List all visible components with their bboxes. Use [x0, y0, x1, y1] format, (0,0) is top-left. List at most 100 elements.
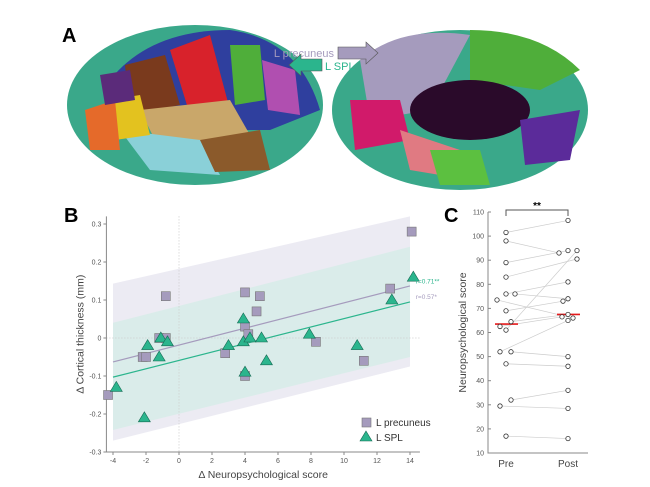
y-tick-label: 0.2: [92, 260, 102, 267]
post-point: [560, 298, 566, 304]
post-point: [565, 387, 571, 393]
y-tick-label: 80: [476, 282, 484, 289]
spl-point: [137, 411, 151, 423]
x-tick-label: 2: [210, 458, 214, 465]
y-tick-label: 40: [476, 378, 484, 385]
y-tick-label: 110: [473, 210, 484, 217]
arrow-precuneus: L precuneus: [274, 41, 379, 65]
arrow-spl: L SPL: [288, 53, 355, 77]
post-point: [565, 217, 571, 224]
y-tick-label: -0.3: [89, 450, 101, 457]
pre-point: [497, 323, 503, 330]
pair-line: [505, 250, 578, 331]
pre-point: [512, 291, 518, 297]
y-tick-label: 90: [476, 258, 484, 265]
x-category-pre: Pre: [498, 459, 514, 470]
y-axis-label: Neuropsychological score: [457, 272, 469, 392]
pair-line: [505, 220, 569, 233]
pair-line: [505, 435, 569, 439]
spl-point: [385, 293, 399, 305]
spl-point: [254, 331, 269, 343]
post-point: [565, 311, 571, 318]
x-tick-label: -4: [110, 458, 116, 465]
y-tick-label: 100: [472, 234, 484, 241]
precuneus-point: [141, 352, 151, 362]
spl-point: [350, 339, 364, 350]
pair-line: [499, 405, 569, 409]
spl-point: [109, 380, 123, 392]
paired-chart: 10 20 30 40 50 60 70 80 90 100 110 Neuropsychologic…: [457, 201, 588, 470]
label-spl: L SPL: [325, 61, 355, 73]
spl-point: [152, 350, 166, 362]
significance-bracket: [505, 209, 569, 216]
precuneus-point: [161, 291, 171, 302]
pre-point: [503, 327, 509, 333]
post-point: [556, 250, 562, 256]
pre-point: [497, 349, 503, 355]
panel-label-c: C: [444, 205, 458, 227]
y-tick-label: 0: [97, 336, 101, 343]
r-annotation-precuneus: r=0.57*: [416, 294, 438, 301]
y-axis-label: Δ Cortical thickness (mm): [74, 275, 86, 394]
spl-point: [406, 270, 420, 282]
spl-point: [238, 365, 252, 377]
scatter-chart: -4 -2 0 2 4 6 8 10 12 14 -0.3 -0.2 -0.1 0 0.1 0.2 0.3 Δ N…: [74, 216, 440, 481]
precuneus-point: [255, 291, 265, 302]
legend-marker-spl: [359, 430, 373, 442]
legend-label-spl: L SPL: [376, 433, 403, 444]
spl-point: [243, 331, 257, 343]
pair-line: [505, 258, 578, 278]
post-point: [565, 317, 571, 324]
x-tick-label: 4: [243, 458, 247, 465]
panel-label-a: A: [62, 25, 76, 47]
pair-line: [510, 314, 569, 323]
significance-label: **: [533, 201, 541, 212]
post-point: [565, 405, 571, 412]
legend-marker-precuneus: [361, 417, 372, 428]
brain-lateral-view: [67, 25, 323, 185]
post-point: [565, 363, 571, 369]
precuneus-point: [311, 336, 321, 347]
spl-point: [141, 339, 155, 350]
post-point: [565, 353, 571, 360]
x-tick-label: -2: [143, 458, 149, 465]
pre-point: [503, 361, 509, 367]
pre-point: [508, 349, 514, 355]
pair-line: [505, 363, 569, 367]
spl-point: [221, 339, 236, 350]
pre-point: [503, 238, 509, 244]
spl-point: [154, 331, 168, 343]
pre-point: [503, 229, 509, 236]
pre-point: [503, 260, 509, 266]
post-point: [565, 247, 571, 254]
precuneus-point: [251, 306, 262, 317]
post-point: [574, 256, 580, 262]
precuneus-point: [103, 390, 113, 400]
y-tick-label: -0.1: [89, 374, 101, 381]
pre-point: [503, 308, 509, 314]
spl-point: [160, 335, 174, 347]
pair-line: [510, 389, 569, 401]
precuneus-point: [385, 283, 396, 294]
post-point: [559, 314, 565, 320]
pair-line: [505, 240, 560, 254]
x-tick-label: 6: [276, 458, 280, 465]
x-axis-label: Δ Neuropsychological score: [198, 469, 328, 481]
x-tick-label: 0: [177, 458, 181, 465]
y-tick-label: 60: [476, 330, 484, 337]
y-tick-label: -0.2: [89, 412, 101, 419]
y-tick-label: 0.3: [92, 222, 102, 229]
pre-point: [508, 319, 514, 325]
pair-line: [510, 351, 569, 357]
spl-point: [236, 312, 250, 324]
brain-medial-view: [332, 30, 588, 190]
x-tick-label: 12: [373, 458, 381, 465]
legend-label-precuneus: L precuneus: [376, 418, 431, 429]
panel-label-b: B: [64, 205, 78, 227]
pre-point: [508, 397, 514, 403]
pre-point: [503, 433, 509, 439]
pair-line: [505, 300, 564, 312]
precuneus-point: [240, 287, 250, 298]
